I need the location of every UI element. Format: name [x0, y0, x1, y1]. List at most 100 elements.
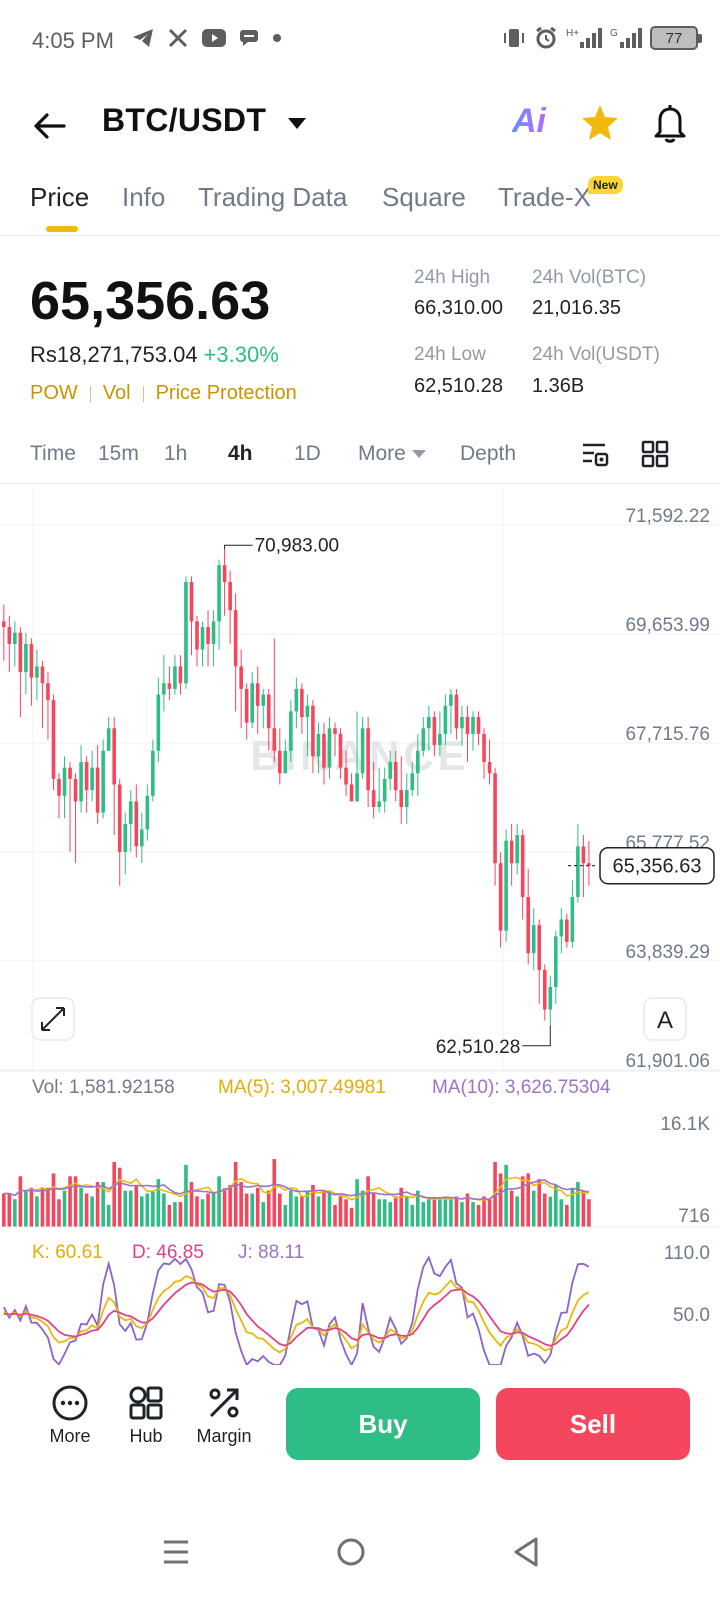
buy-button[interactable]: Buy — [286, 1388, 480, 1460]
recents-icon[interactable] — [160, 1536, 192, 1568]
candle-body — [173, 666, 177, 689]
ai-assistant-button[interactable]: Ai — [512, 102, 546, 140]
candle — [211, 610, 216, 667]
tab-trading-data[interactable]: Trading Data — [198, 182, 348, 212]
fullscreen-button[interactable] — [31, 997, 75, 1041]
tab-info[interactable]: Info — [122, 182, 166, 212]
caret-down-icon — [411, 450, 426, 459]
candle-body — [421, 728, 426, 751]
margin-icon — [209, 1388, 239, 1418]
candle — [377, 767, 381, 813]
candle — [338, 728, 343, 779]
interval-more[interactable]: More — [358, 442, 426, 466]
volume-ma5-label: MA(5): 3,007.49981 — [218, 1077, 386, 1098]
tag-pow[interactable]: POW — [30, 382, 78, 404]
candle-body — [515, 835, 519, 864]
candle — [24, 632, 28, 695]
volume-bar — [338, 1196, 343, 1227]
candle-body — [51, 700, 56, 779]
volume-bar — [570, 1187, 575, 1227]
candle — [327, 717, 332, 779]
last-price-tag[interactable] — [599, 846, 715, 885]
candle — [272, 638, 277, 763]
sell-button[interactable]: Sell — [496, 1388, 690, 1460]
volume-bar — [261, 1202, 266, 1227]
star-icon[interactable] — [580, 102, 620, 142]
candle — [427, 705, 431, 751]
volume-bar — [465, 1193, 470, 1227]
tab-price[interactable]: Price — [30, 182, 90, 212]
volume-bar — [300, 1196, 304, 1227]
candle — [576, 823, 580, 903]
volume-bar — [145, 1193, 150, 1227]
auto-scale-button[interactable]: A — [643, 997, 687, 1041]
tag-divider — [89, 385, 91, 402]
volume-bar — [7, 1193, 12, 1227]
candle-body — [388, 762, 392, 779]
volume-bar — [421, 1202, 426, 1227]
candle-body — [393, 762, 398, 791]
margin-button[interactable]: Margin — [194, 1384, 254, 1447]
back-icon[interactable] — [510, 1535, 542, 1569]
bell-icon[interactable] — [650, 102, 690, 144]
volume-bar — [487, 1199, 492, 1227]
candle — [581, 835, 586, 897]
candle-body — [338, 733, 343, 768]
indicator-settings-icon[interactable] — [580, 440, 610, 470]
volume-bar — [29, 1187, 34, 1227]
candle-body — [79, 762, 83, 802]
candle — [333, 722, 337, 757]
back-arrow-icon[interactable] — [30, 106, 70, 146]
detail-tabs: Price Info Trading Data Square Trade-X N… — [0, 176, 720, 236]
candle — [128, 790, 133, 852]
candle-body — [140, 829, 144, 847]
candle — [471, 711, 475, 751]
interval-time[interactable]: Time — [30, 442, 76, 465]
candle — [476, 711, 481, 746]
volume-bar — [239, 1182, 243, 1227]
volume-bar — [438, 1199, 442, 1227]
candle-body — [222, 565, 227, 583]
candle — [184, 576, 188, 689]
volume-bar — [581, 1190, 586, 1227]
kdj-axis-top: 110.0 — [664, 1243, 710, 1264]
candle-body — [504, 840, 508, 931]
interval-1d[interactable]: 1D — [294, 442, 321, 465]
tab-trade-x[interactable]: Trade-X — [498, 182, 591, 212]
tag-vol[interactable]: Vol — [102, 382, 131, 404]
candle — [250, 672, 254, 729]
home-icon[interactable] — [334, 1535, 368, 1569]
more-button[interactable]: More — [40, 1384, 100, 1447]
interval-1h[interactable]: 1h — [164, 442, 188, 465]
pair-selector[interactable]: BTC/USDT — [102, 102, 267, 138]
hub-button[interactable]: Hub — [116, 1384, 176, 1447]
candle — [559, 908, 564, 954]
candle — [300, 683, 304, 734]
candle-body — [178, 666, 183, 684]
tag-price-protection[interactable]: Price Protection — [155, 382, 297, 404]
hub-label: Hub — [129, 1426, 163, 1446]
telegram-icon — [133, 29, 153, 47]
layout-grid-icon[interactable] — [641, 440, 669, 468]
interval-bar: Time 15m 1h 4h 1D More Depth — [0, 432, 720, 484]
candle-body — [278, 750, 282, 774]
candle-body — [145, 795, 150, 830]
candle — [404, 773, 409, 824]
volume-bar — [388, 1202, 392, 1227]
candlestick-chart[interactable]: BINANCE 71,592.2269,653.9967,715.7665,77… — [0, 485, 720, 1365]
interval-4h[interactable]: 4h — [228, 442, 253, 465]
candle-body — [471, 717, 475, 734]
interval-15m[interactable]: 15m — [98, 442, 139, 465]
candle-body — [283, 750, 288, 774]
candle-body — [255, 683, 260, 706]
interval-depth[interactable]: Depth — [460, 442, 517, 465]
tab-square[interactable]: Square — [382, 182, 466, 212]
candle-body — [134, 801, 139, 847]
kdj-axis-mid: 50.0 — [673, 1305, 710, 1326]
candle-body — [206, 627, 210, 644]
chevron-down-icon[interactable] — [288, 118, 306, 129]
volume-bar — [244, 1193, 249, 1227]
candle-body — [84, 762, 89, 791]
pair-tags: POW Vol Price Protection — [30, 382, 297, 405]
volume-bar — [46, 1187, 50, 1227]
